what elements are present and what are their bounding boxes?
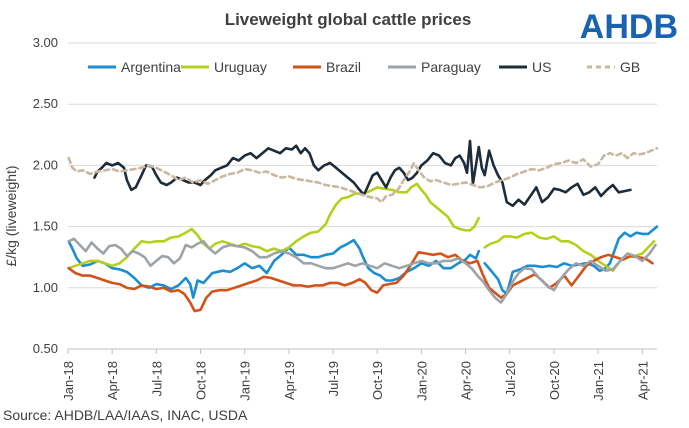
series-paraguay-line: [67, 237, 657, 304]
series-gb-line: [67, 147, 659, 204]
legend-label-gb: GB: [620, 59, 640, 75]
x-tick-label: Apr-19: [282, 361, 297, 400]
legend: Argentina Uruguay Brazil Paraguay US GB: [88, 59, 640, 75]
x-tick-label: Apr-18: [105, 361, 120, 400]
x-tick-label: Jan-18: [61, 361, 76, 401]
series-argentina-line: [67, 238, 481, 299]
y-tick-label: 3.00: [33, 35, 58, 50]
x-tick-label: Jan-19: [238, 361, 253, 401]
legend-label-brazil: Brazil: [326, 59, 361, 75]
series-uruguay-line: [67, 182, 481, 270]
y-tick-label: 2.50: [33, 96, 58, 111]
y-tick-label: 0.50: [33, 341, 58, 356]
x-tick-label: Apr-21: [635, 361, 650, 400]
x-tick-label: Oct-19: [370, 361, 385, 400]
legend-label-uruguay: Uruguay: [214, 59, 267, 75]
y-axis-label: £/kg (liveweight): [3, 165, 19, 266]
x-tick-labels: Jan-18 Apr-18 Jul-18 Oct-18 Jan-19 Apr-19 Jul-…: [61, 349, 650, 401]
x-tick-label: Jul-20: [503, 361, 518, 396]
y-tick-label: 2.00: [33, 157, 58, 172]
x-tick-label: Jan-21: [591, 361, 606, 401]
x-tick-label: Oct-18: [194, 361, 209, 400]
ahdb-logo: AHDB: [580, 8, 678, 46]
x-tick-label: Apr-20: [459, 361, 474, 400]
legend-label-us: US: [532, 59, 551, 75]
y-tick-label: 1.50: [33, 219, 58, 234]
legend-label-paraguay: Paraguay: [421, 59, 481, 75]
y-tick-label: 1.00: [33, 280, 58, 295]
x-tick-label: Jan-20: [414, 361, 429, 401]
source-note: Source: AHDB/LAA/IAAS, INAC, USDA: [3, 407, 248, 423]
series-lines: [67, 139, 659, 313]
x-tick-label: Jul-18: [149, 361, 164, 396]
x-tick-label: Oct-20: [547, 361, 562, 400]
legend-label-argentina: Argentina: [121, 59, 181, 75]
x-tick-label: Jul-19: [326, 361, 341, 396]
y-tick-labels: 0.50 1.00 1.50 2.00 2.50 3.00: [33, 35, 58, 356]
chart-title: Liveweight global cattle prices: [225, 10, 472, 29]
